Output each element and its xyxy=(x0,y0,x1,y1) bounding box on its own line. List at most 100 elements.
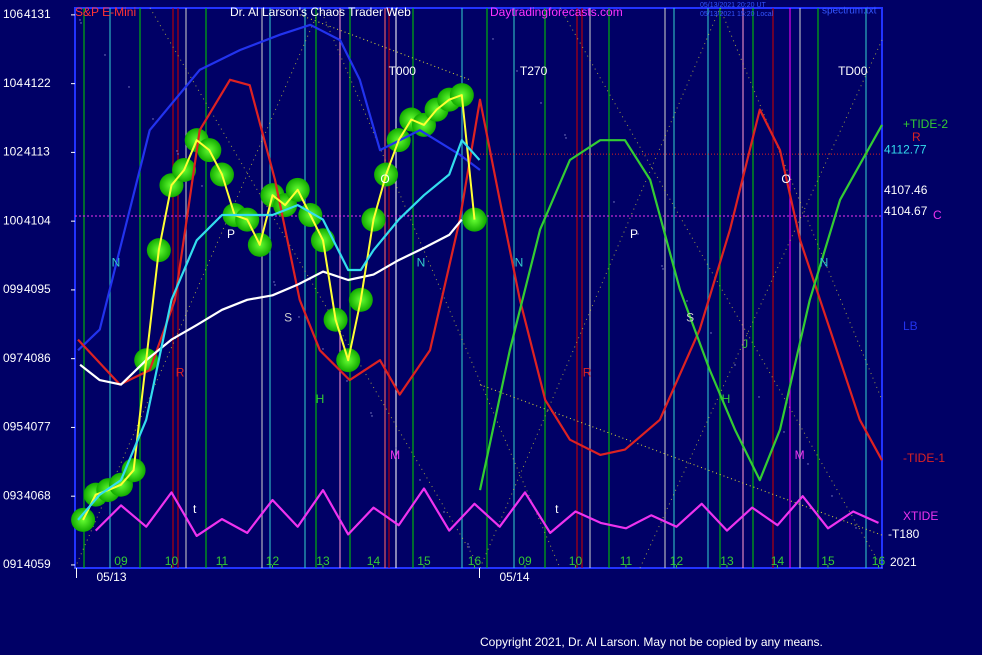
x-tick-label: 13 xyxy=(316,554,330,568)
x-tick-label: 14 xyxy=(771,554,785,568)
series-line xyxy=(77,23,481,352)
star-dot xyxy=(686,300,688,302)
star-dot xyxy=(637,233,639,235)
x-tick-label: 10 xyxy=(165,554,179,568)
cycle-letter: H xyxy=(316,392,325,406)
y-tick-label: 4077 xyxy=(24,420,51,434)
x-tick-label: 15 xyxy=(821,554,835,568)
y-tick-label: 4086 xyxy=(24,351,51,365)
x-tick-label: 16 xyxy=(468,554,482,568)
star-dot xyxy=(395,447,397,449)
series-label: -TIDE-1 xyxy=(903,451,945,465)
price-bubble xyxy=(462,207,487,232)
star-dot xyxy=(589,169,591,171)
site: Daytradingforecasts.com xyxy=(490,5,623,19)
side-label: R xyxy=(912,130,921,144)
plot-area xyxy=(74,7,883,569)
series-line xyxy=(79,218,463,386)
star-dot xyxy=(758,396,760,398)
star-dot xyxy=(662,268,664,270)
series-line xyxy=(478,124,883,491)
star-dot xyxy=(468,546,470,548)
cycle-letter: H xyxy=(722,392,731,406)
star-dot xyxy=(104,54,106,56)
y-tick-label: 099 xyxy=(3,282,23,296)
star-dot xyxy=(783,431,785,433)
star-dot xyxy=(540,102,542,104)
y-tick-label: 4122 xyxy=(24,76,51,90)
side-label: -T180 xyxy=(888,527,920,541)
series-label: +TIDE-2 xyxy=(903,117,948,131)
cycle-letter: N xyxy=(417,255,426,269)
side-label: 2021 xyxy=(890,555,917,569)
star-dot xyxy=(564,134,566,136)
series-label: LB xyxy=(903,319,918,333)
level-label: 4112.77 xyxy=(884,142,927,156)
file-name: spectrum.txt xyxy=(822,6,877,17)
cycle-letter: J xyxy=(742,337,748,351)
star-dot xyxy=(443,511,445,513)
star-dot xyxy=(128,86,130,88)
y-tick-label: 4059 xyxy=(24,557,51,571)
x-tick-label: 11 xyxy=(620,554,633,568)
y-tick-label: 100 xyxy=(3,213,23,227)
star-dot xyxy=(855,527,857,529)
star-dot xyxy=(613,201,615,203)
star-dot xyxy=(370,412,372,414)
x-tick-label: 12 xyxy=(670,554,684,568)
level-label: 4107.46 xyxy=(884,183,928,197)
y-tick-label: 097 xyxy=(3,351,23,365)
cycle-letter: R xyxy=(583,365,592,379)
cycle-letter: N xyxy=(515,255,524,269)
cycle-letter: P xyxy=(227,227,235,241)
star-dot xyxy=(298,316,300,318)
construction-line xyxy=(149,7,481,569)
y-tick-label: 093 xyxy=(3,488,23,502)
star-dot xyxy=(710,332,712,334)
instrument: S&P E-Mini xyxy=(75,5,136,19)
y-tick-label: 4068 xyxy=(24,488,51,502)
x-tick-label: 11 xyxy=(216,554,229,568)
copyright: Copyright 2021, Dr. Al Larson. May not b… xyxy=(480,635,823,649)
level-label: 4104.67 xyxy=(884,204,928,218)
x-tick-label: 09 xyxy=(518,554,532,568)
date-label: 05/14 xyxy=(500,570,530,584)
star-dot xyxy=(467,543,469,545)
star-dot xyxy=(346,380,348,382)
star-dot xyxy=(661,265,663,267)
star-dot xyxy=(274,284,276,286)
x-tick-label: 15 xyxy=(417,554,431,568)
chart-title: Dr. Al Larson's Chaos Trader Web xyxy=(230,5,411,19)
star-dot xyxy=(273,281,275,283)
cycle-letter: P xyxy=(630,227,638,241)
time-mark: TD00 xyxy=(838,64,868,78)
cycle-letter: N xyxy=(820,255,829,269)
cycle-letter: t xyxy=(555,502,559,516)
x-tick-label: 10 xyxy=(569,554,583,568)
cycle-letter: S xyxy=(686,310,694,324)
series-line xyxy=(77,78,883,461)
star-dot xyxy=(734,364,736,366)
x-tick-label: 14 xyxy=(367,554,381,568)
construction-line xyxy=(74,7,321,569)
y-tick-label: 106 xyxy=(3,7,23,21)
cycle-letter: N xyxy=(112,255,121,269)
cycle-letter: M xyxy=(795,448,805,462)
star-dot xyxy=(176,150,178,152)
star-dot xyxy=(831,495,833,497)
star-dot xyxy=(492,38,494,40)
series-line xyxy=(77,139,481,521)
star-dot xyxy=(79,19,81,21)
star-dot xyxy=(419,479,421,481)
y-tick-label: 4113 xyxy=(24,145,50,159)
star-dot xyxy=(152,118,154,120)
x-tick-label: 16 xyxy=(872,554,886,568)
star-dot xyxy=(322,348,324,350)
construction-line xyxy=(719,7,883,401)
y-tick-label: 102 xyxy=(3,145,23,159)
series-line xyxy=(94,487,879,537)
time-mark: T000 xyxy=(389,64,417,78)
cycle-letter: O xyxy=(380,172,389,186)
y-tick-label: 104 xyxy=(3,76,23,90)
